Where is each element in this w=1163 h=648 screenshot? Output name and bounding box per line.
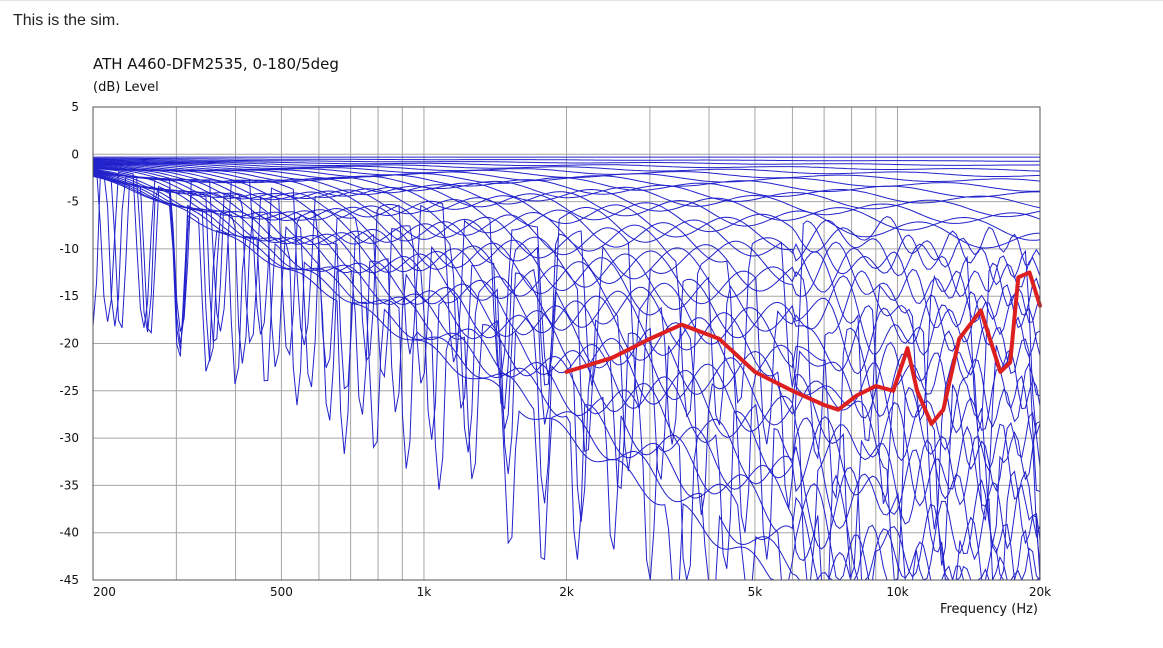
response-curve bbox=[92, 173, 1040, 581]
response-curve bbox=[92, 163, 1041, 218]
chart-title: ATH A460-DFM2535, 0-180/5deg bbox=[93, 55, 339, 73]
y-tick-label: -20 bbox=[59, 337, 79, 351]
x-tick-label: 2k bbox=[559, 585, 574, 599]
y-tick-label: 5 bbox=[71, 100, 79, 114]
response-curve bbox=[93, 157, 1040, 162]
response-curve bbox=[92, 169, 1041, 530]
x-tick-label: 1k bbox=[417, 585, 432, 599]
y-tick-label: -25 bbox=[59, 384, 79, 398]
response-curve bbox=[92, 164, 1040, 249]
plot-frame bbox=[92, 106, 1041, 581]
x-tick-label: 20k bbox=[1029, 585, 1051, 599]
response-curve bbox=[93, 158, 1040, 166]
y-tick-label: -10 bbox=[59, 242, 79, 256]
y-tick-label: -5 bbox=[67, 195, 79, 209]
response-curve bbox=[92, 170, 1041, 545]
x-tick-label: 10k bbox=[886, 585, 908, 599]
response-curve bbox=[92, 159, 1041, 172]
y-tick-labels: 5 0 -5 -10 -15 -20 -25 -30 -35 -40 -45 bbox=[59, 100, 79, 587]
response-curve bbox=[92, 167, 1041, 442]
response-curve bbox=[92, 168, 1041, 521]
y-tick-label: -30 bbox=[59, 431, 79, 445]
y-tick-label: -15 bbox=[59, 289, 79, 303]
response-curve bbox=[92, 166, 1041, 432]
red-overlay-curve bbox=[564, 270, 1042, 426]
response-curve bbox=[92, 159, 1041, 177]
response-curve bbox=[92, 164, 1041, 241]
x-tick-label: 200 bbox=[93, 585, 116, 599]
response-curve bbox=[92, 165, 1041, 288]
intro-text: This is the sim. bbox=[13, 12, 120, 29]
y-axis-label: (dB) Level bbox=[93, 80, 159, 95]
x-tick-labels: 200 500 1k 2k 5k 10k 20k bbox=[93, 585, 1051, 599]
response-curve bbox=[92, 172, 1041, 581]
response-curve bbox=[92, 171, 1041, 581]
y-tick-label: -45 bbox=[59, 573, 79, 587]
y-tick-label: -40 bbox=[59, 526, 79, 540]
x-tick-label: 5k bbox=[748, 585, 763, 599]
response-curve bbox=[92, 163, 1041, 224]
y-tick-label: 0 bbox=[71, 147, 79, 161]
top-divider bbox=[0, 0, 1163, 1]
x-tick-label: 500 bbox=[270, 585, 293, 599]
y-tick-label: -35 bbox=[59, 478, 79, 492]
response-curves bbox=[92, 156, 1041, 581]
x-axis-label: Frequency (Hz) bbox=[940, 602, 1038, 617]
overlay-annotation bbox=[564, 270, 1042, 426]
response-curve bbox=[92, 171, 1041, 581]
response-curve bbox=[92, 170, 1041, 567]
response-curve bbox=[92, 160, 1041, 182]
response-curve bbox=[92, 166, 1041, 435]
response-curve bbox=[92, 174, 1040, 581]
